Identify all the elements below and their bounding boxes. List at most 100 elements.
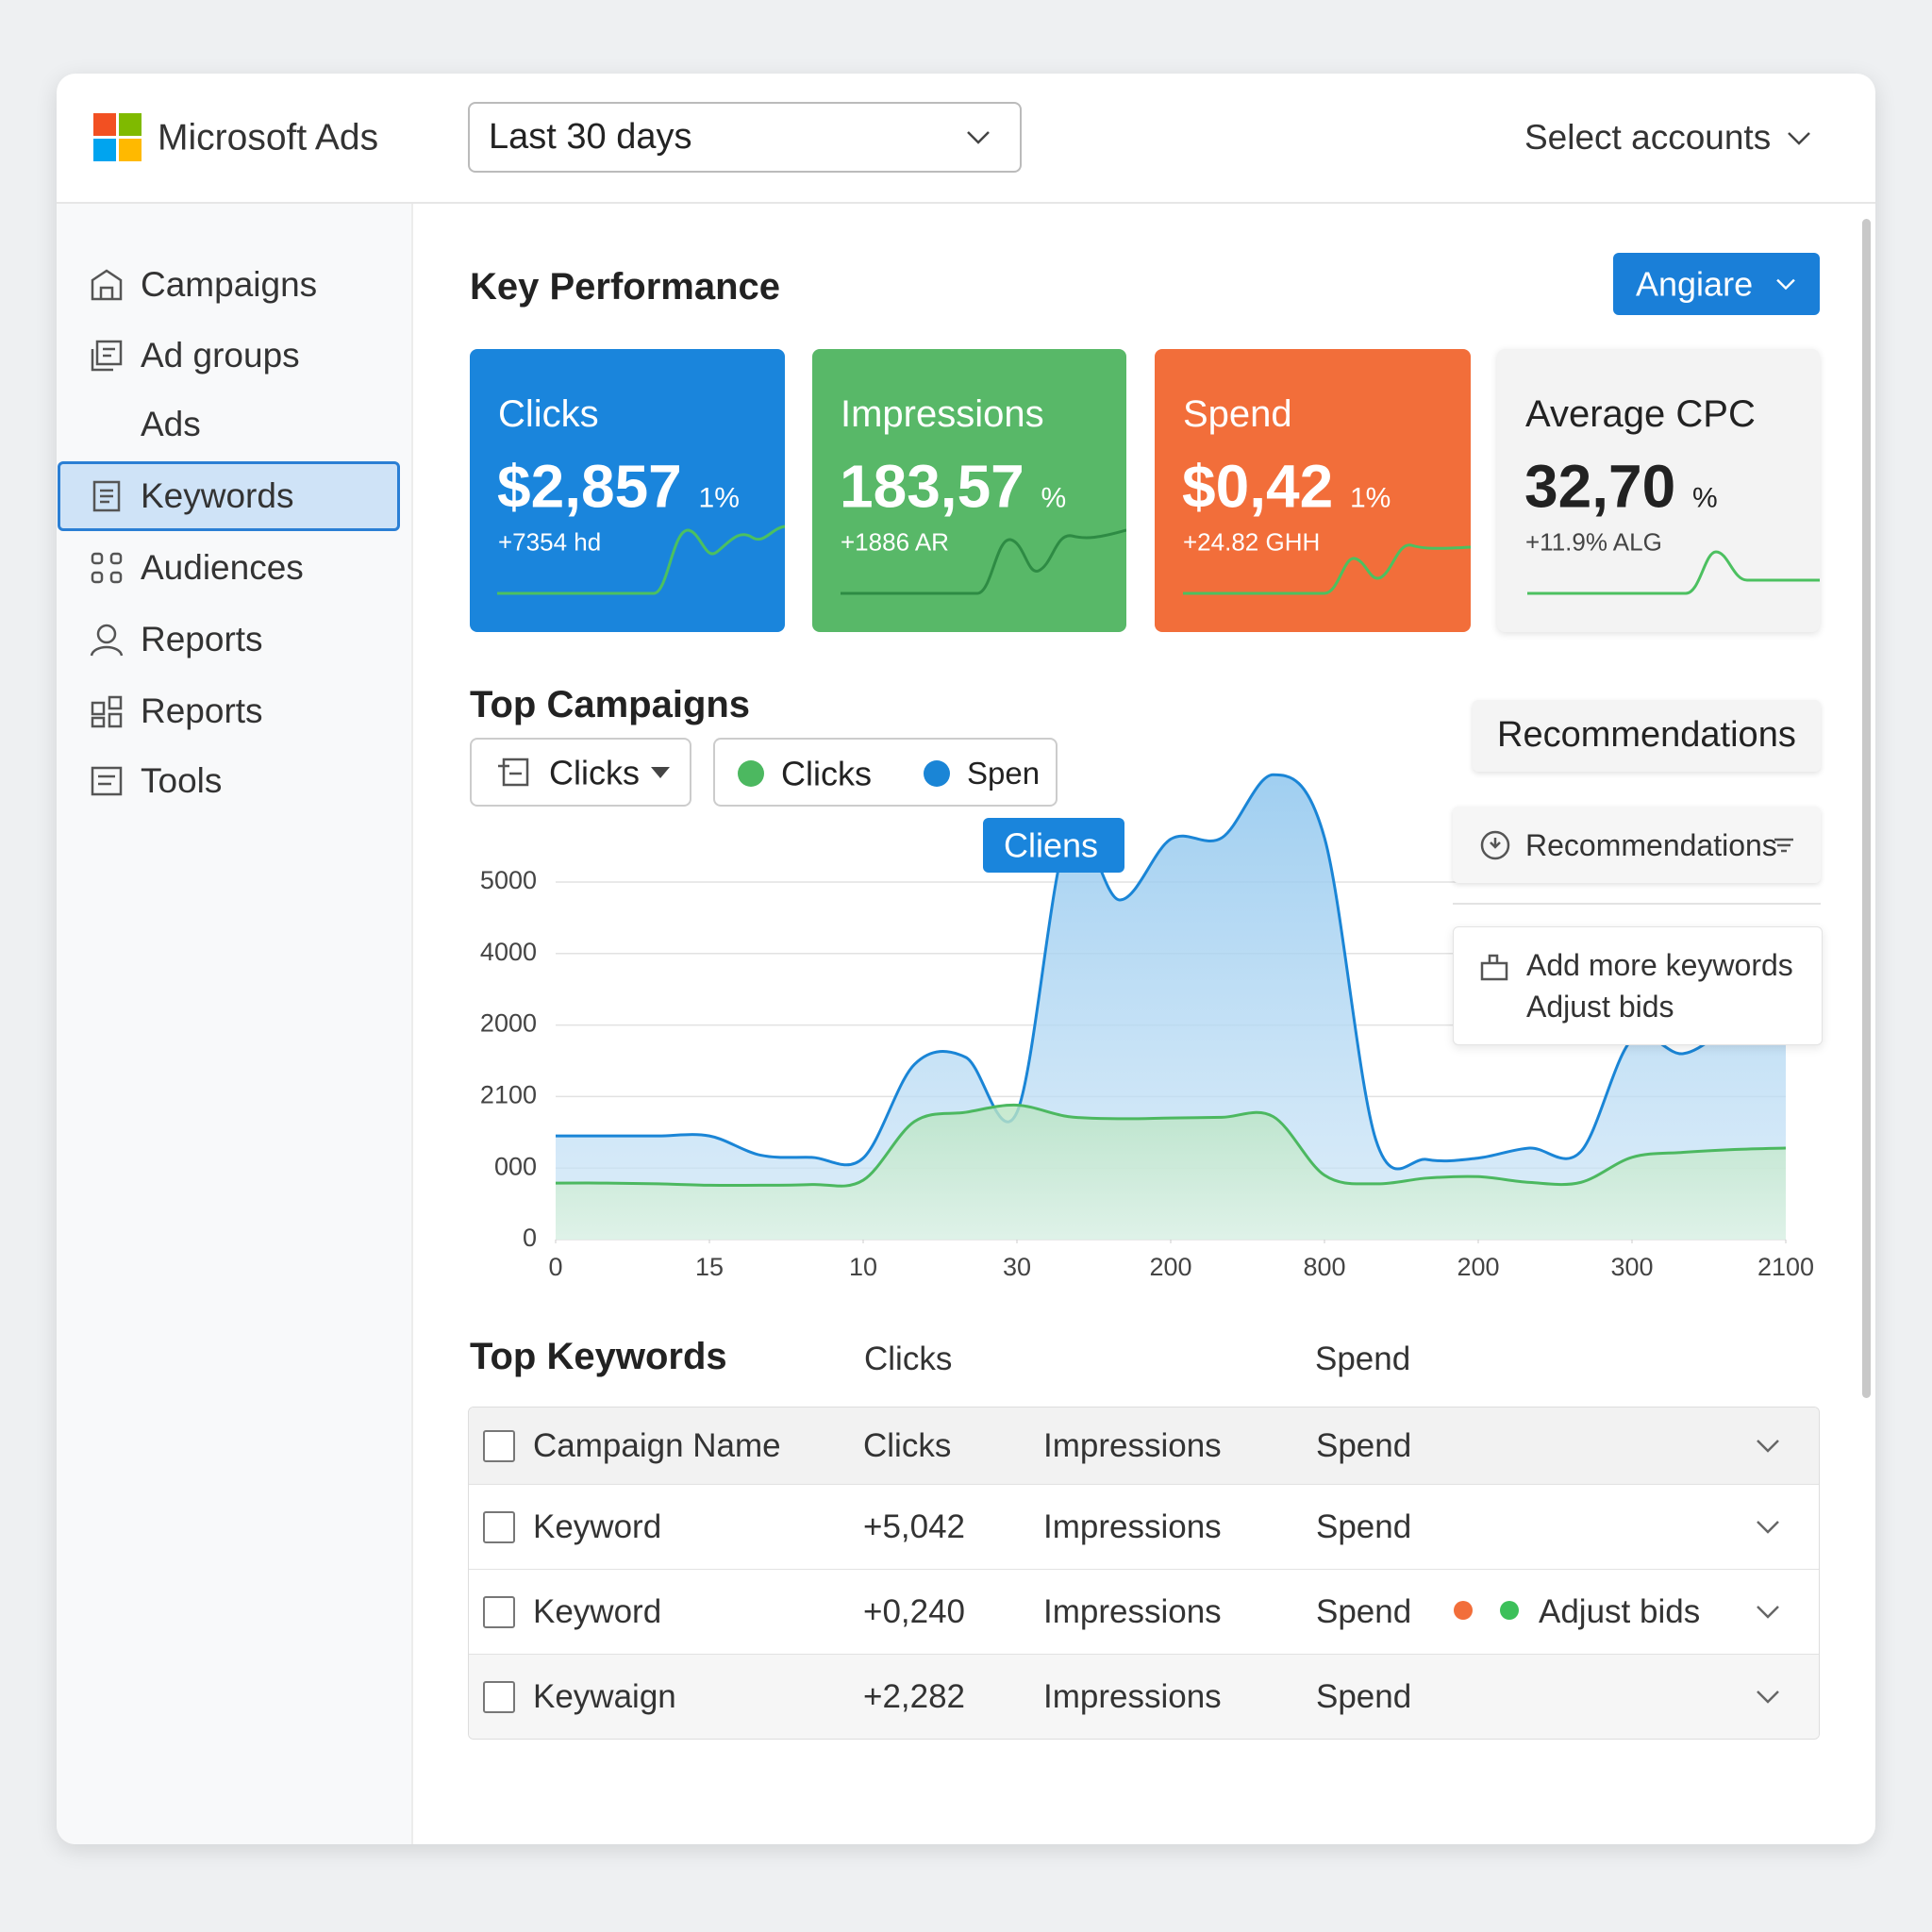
nav-item[interactable]: Reports [141, 691, 263, 730]
chevron [967, 131, 990, 144]
brand: Microsoft Ads [158, 117, 379, 158]
kpi-card[interactable]: Impressions 183,57 % +1886 AR [812, 349, 1126, 632]
kpi-title: Average CPC [1525, 393, 1756, 435]
recommendations-row[interactable]: Recommendations [1453, 807, 1821, 883]
nav-icon [91, 695, 123, 728]
line [556, 773, 1787, 1171]
nav-icon [91, 766, 123, 796]
chevron[interactable] [1756, 1605, 1780, 1620]
legend-label: Spen [967, 756, 1041, 791]
sparkline [1527, 550, 1820, 595]
y-tick-label: 4000 [480, 938, 537, 966]
sidebar-divider [411, 204, 413, 1844]
chevron-stroke [1757, 1606, 1779, 1619]
nav-item[interactable]: Ads [141, 404, 201, 443]
x-tick-label: 200 [1457, 1253, 1499, 1281]
table-cell: Impressions [1043, 1427, 1222, 1464]
chevron-stroke [1757, 1440, 1779, 1453]
table-cell: Spend [1316, 1593, 1412, 1630]
line [555, 1103, 1787, 1188]
table-row[interactable]: Keywaign +2,282 Impressions Spend [469, 1655, 1819, 1739]
chevron-stroke [1757, 1521, 1779, 1534]
logo-tile [93, 113, 116, 136]
row-label: Recommendations [1525, 827, 1777, 862]
date-dropdown[interactable]: Last 30 days [468, 102, 1022, 173]
row-icon [1480, 830, 1510, 860]
y-tick-label: 0 [523, 1224, 537, 1252]
kpi-card[interactable]: Clicks $2,857 1% +7354 hd [470, 349, 785, 632]
table-row[interactable]: Keyword +0,240 Impressions Spend Adjust bids [469, 1570, 1819, 1655]
nav-item[interactable]: Campaigns [141, 264, 318, 304]
keywords-table: Campaign Name Clicks Impressions Spend Keywo… [468, 1407, 1820, 1740]
table-row[interactable]: Keyword +5,042 Impressions Spend [469, 1485, 1819, 1570]
nav-selected [58, 461, 400, 531]
recommendations-popup: Add more keywords Adjust bids [1453, 926, 1823, 1045]
tooltip-label: Cliens [1004, 825, 1099, 865]
legend: Clicks Spen [713, 738, 1058, 807]
x-tick-label: 15 [695, 1253, 724, 1281]
select-accounts[interactable]: Select accounts [1524, 117, 1772, 157]
dropdown-icon [498, 758, 529, 787]
table-cell: Spend [1316, 1678, 1412, 1715]
kpi-delta: +1886 AR [841, 527, 949, 557]
x-tick-label: 30 [1003, 1253, 1031, 1281]
popup-icon [1480, 954, 1508, 981]
chevron[interactable] [1756, 1520, 1780, 1535]
legend-swatch [738, 760, 764, 787]
x-tick-label: 2100 [1757, 1253, 1814, 1281]
chevron[interactable] [1756, 1690, 1780, 1705]
status-dot [1500, 1601, 1519, 1620]
kpi-value: 32,70 % [1524, 451, 1718, 524]
section-title: Top Campaigns [470, 684, 751, 725]
table-cell: Clicks [863, 1427, 952, 1464]
nav-item[interactable]: Audiences [141, 547, 304, 587]
table-cell: Keywaign [533, 1678, 676, 1715]
scrollbar[interactable] [1862, 219, 1871, 1398]
kpi-delta: +11.9% ALG [1525, 527, 1662, 557]
table-header[interactable]: Campaign Name Clicks Impressions Spend [469, 1407, 1819, 1485]
legend-label: Clicks [781, 754, 872, 793]
kpi-change: % [1041, 482, 1067, 514]
x-tick-label: 800 [1303, 1253, 1345, 1281]
x-tick-label: 0 [548, 1253, 562, 1281]
checkbox[interactable] [483, 1596, 515, 1628]
kpi-value: $0,42 1% [1182, 451, 1391, 524]
recommendations-button[interactable]: Recommendations [1473, 700, 1821, 772]
chevron[interactable] [1756, 1439, 1780, 1454]
kpi-card[interactable]: Spend $0,42 1% +24.82 GHH [1155, 349, 1471, 632]
caret [651, 767, 670, 778]
nav-item[interactable]: Keywords [141, 475, 294, 515]
x-tick-label: 200 [1149, 1253, 1191, 1281]
metric-dropdown[interactable]: Clicks [470, 738, 691, 807]
checkbox[interactable] [483, 1681, 515, 1713]
kpi-title: Spend [1183, 393, 1292, 435]
kpi-delta: +24.82 GHH [1183, 527, 1321, 557]
nav-item[interactable]: Reports [141, 619, 263, 658]
chevron [1788, 132, 1810, 145]
button-label: Angiare [1636, 264, 1754, 304]
logo-tile [93, 139, 116, 161]
nav-icon [92, 480, 121, 512]
divider [1453, 903, 1821, 905]
kpi-card[interactable]: Average CPC 32,70 % +11.9% ALG [1497, 349, 1820, 632]
table-cell: Keyword [533, 1593, 662, 1630]
action-button[interactable]: Angiare [1613, 253, 1820, 315]
logo-tile [119, 139, 142, 161]
area [556, 774, 1786, 1240]
header-divider [57, 202, 1875, 204]
recommendation[interactable]: Adjust bids [1526, 989, 1674, 1024]
table-cell: Impressions [1043, 1508, 1222, 1545]
area [556, 1105, 1786, 1240]
nav-item[interactable]: Ad groups [141, 335, 300, 375]
nav-item[interactable]: Tools [141, 760, 223, 800]
table-cell: Keyword [533, 1508, 662, 1545]
nav-icon [91, 552, 123, 584]
checkbox[interactable] [483, 1511, 515, 1543]
logo-tile [119, 113, 142, 136]
checkbox[interactable] [483, 1430, 515, 1462]
chevron-stroke [1757, 1690, 1779, 1704]
recommendation[interactable]: Add more keywords [1526, 947, 1793, 982]
table-cell: Impressions [1043, 1678, 1222, 1715]
button-label: Recommendations [1497, 715, 1796, 756]
